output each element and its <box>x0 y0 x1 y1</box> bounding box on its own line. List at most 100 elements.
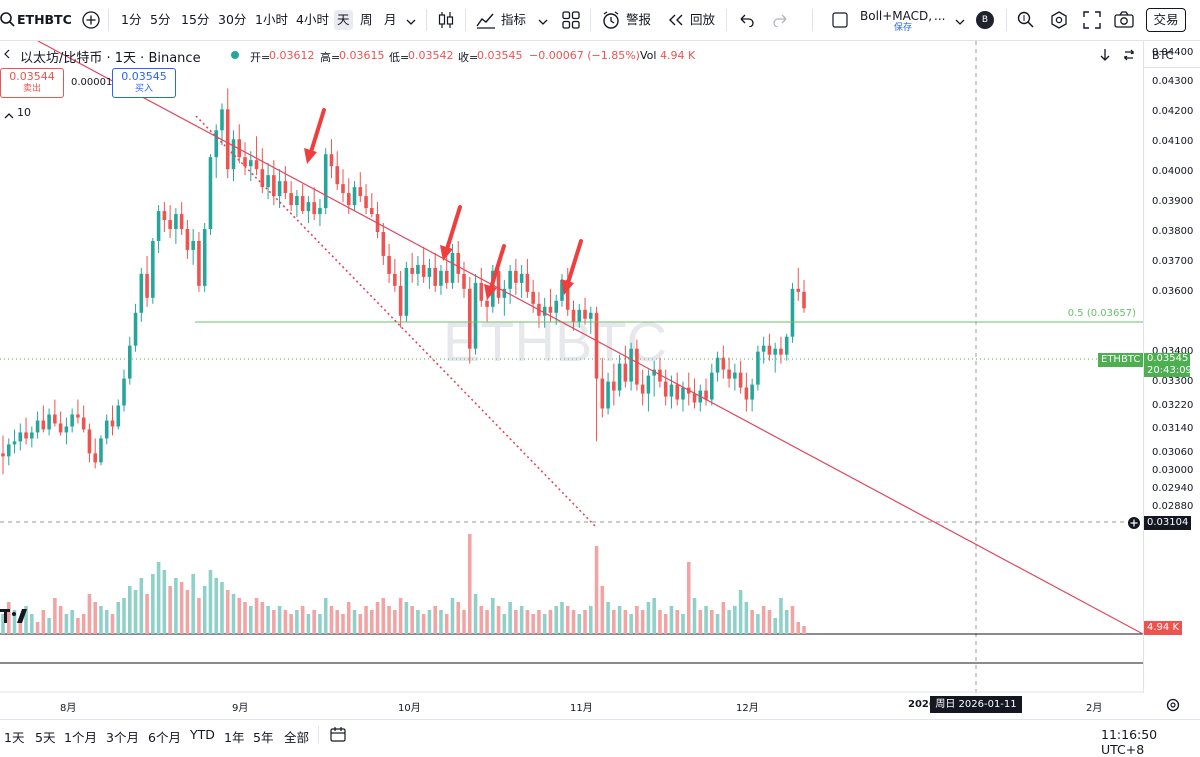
candle-body <box>433 267 437 286</box>
volume-bar <box>802 626 806 634</box>
volume-bar <box>404 602 409 634</box>
candle-body <box>542 306 547 316</box>
indicator-template-more[interactable]: ... <box>934 9 946 23</box>
interval-1mo[interactable]: 月 <box>384 12 397 27</box>
price-tick: 0.04300 <box>1152 76 1194 88</box>
chevron-down-icon[interactable] <box>955 15 965 29</box>
volume-bar <box>531 614 535 634</box>
volume-bar <box>398 598 403 634</box>
volume-bar <box>652 598 656 634</box>
open-value: 0.03612 <box>269 49 315 62</box>
volume-indicator-value[interactable]: 10 <box>17 106 31 119</box>
alarm-clock-icon[interactable] <box>601 10 621 33</box>
interval-1h[interactable]: 1小时 <box>255 12 288 27</box>
range-1y[interactable]: 1年 <box>224 730 245 745</box>
volume-bar <box>502 614 507 634</box>
range-1d[interactable]: 1天 <box>4 730 25 745</box>
candle-body <box>710 372 714 400</box>
settings-gear-icon[interactable] <box>1050 11 1068 32</box>
candle-body <box>237 139 242 158</box>
layout-grid-icon[interactable] <box>562 11 580 32</box>
volume-bar <box>715 614 720 634</box>
candle-body <box>548 306 553 313</box>
candle-body <box>393 273 397 286</box>
candle-body <box>485 300 489 307</box>
fullscreen-icon[interactable] <box>1083 11 1101 32</box>
replay-button[interactable]: 回放 <box>690 12 716 27</box>
range-6m[interactable]: 6个月 <box>148 730 181 745</box>
price-tick: 0.03300 <box>1152 375 1194 387</box>
candle-body <box>231 139 236 170</box>
symbol-name[interactable]: ETHBTC <box>17 12 72 27</box>
calendar-range-icon[interactable] <box>330 726 346 745</box>
range-5y[interactable]: 5年 <box>253 730 274 745</box>
volume-bar <box>542 614 547 634</box>
download-arrow-icon[interactable] <box>1099 48 1111 65</box>
alert-button[interactable]: 警报 <box>626 12 652 27</box>
checkbox-icon[interactable] <box>832 12 848 31</box>
range-ytd[interactable]: YTD <box>190 727 215 742</box>
range-all[interactable]: 全部 <box>284 730 310 745</box>
candle-body <box>139 273 144 313</box>
volume-bar <box>658 610 662 634</box>
volume-bar <box>289 614 293 634</box>
volume-bar <box>329 606 334 634</box>
candle-body <box>289 193 293 206</box>
chevron-down-icon[interactable] <box>406 15 416 29</box>
volume-bar <box>220 582 224 634</box>
clock[interactable]: 11:16:50 UTC+8 <box>1101 727 1158 757</box>
interval-1d[interactable]: 天 <box>334 10 353 30</box>
candlestick-type-icon[interactable] <box>437 10 455 33</box>
rewind-icon[interactable] <box>668 14 684 29</box>
price-tick: 0.02940 <box>1152 483 1194 495</box>
interval-15m[interactable]: 15分 <box>181 12 210 27</box>
refresh-icon[interactable] <box>1122 48 1136 65</box>
range-5d[interactable]: 5天 <box>35 730 56 745</box>
interval-4h[interactable]: 4小时 <box>296 12 329 27</box>
interval-1w[interactable]: 周 <box>360 12 373 27</box>
chevron-down-icon[interactable] <box>538 15 548 29</box>
volume-bar <box>450 598 455 634</box>
volume-bar <box>174 578 178 634</box>
volume-bar <box>249 606 253 634</box>
buy-button[interactable]: 0.03545 买入 <box>112 68 176 98</box>
interval-1m[interactable]: 1分 <box>121 12 142 27</box>
indicators-button[interactable]: 指标 <box>501 12 527 27</box>
sell-button[interactable]: 0.03544 卖出 <box>0 68 64 98</box>
descending-trendline <box>37 41 1143 635</box>
range-3m[interactable]: 3个月 <box>106 730 139 745</box>
settings-gear-icon[interactable] <box>1166 698 1180 715</box>
range-1m[interactable]: 1个月 <box>64 730 97 745</box>
chevron-up-icon[interactable] <box>4 109 14 123</box>
trade-button[interactable]: 交易 <box>1146 8 1186 32</box>
collapse-arrow-icon[interactable] <box>2 48 12 62</box>
redo-icon[interactable] <box>772 13 788 30</box>
search-icon[interactable] <box>0 11 16 32</box>
axis-currency[interactable]: BTC <box>1152 49 1174 62</box>
magnifier-icon[interactable] <box>1017 11 1035 32</box>
price-axis[interactable]: BTC 0.04400 0.04300 0.04200 0.04100 0.04000 0… <box>1098 41 1200 712</box>
indicator-template-title[interactable]: Boll+MACD, <box>860 9 933 23</box>
volume-bar <box>577 614 582 634</box>
high-label: 高= <box>320 51 341 64</box>
time-label-oct: 10月 <box>398 703 421 714</box>
volume-bar <box>473 594 478 634</box>
undo-icon[interactable] <box>739 13 755 30</box>
user-avatar[interactable]: B <box>976 11 994 29</box>
camera-icon[interactable] <box>1114 11 1134 32</box>
symbol-description[interactable]: 以太坊/比特币 · 1天 · Binance <box>20 51 201 66</box>
volume-bar <box>508 602 512 634</box>
volume-bar <box>323 598 328 634</box>
price-chart[interactable]: ETHBTC 0.5 (0.03657) <box>0 41 1143 693</box>
candle-body <box>514 270 518 283</box>
candle-body <box>583 309 587 319</box>
candle-body <box>531 291 535 304</box>
chart-pane[interactable]: ETHBTC 0.5 (0.03657) 以太坊/比特币 · 1天 · Bina… <box>0 41 1143 693</box>
interval-30m[interactable]: 30分 <box>218 12 247 27</box>
indicators-icon[interactable] <box>476 11 496 32</box>
volume-bar <box>110 614 115 634</box>
interval-5m[interactable]: 5分 <box>150 12 171 27</box>
candle-body <box>197 240 201 286</box>
plus-circle-icon[interactable] <box>1127 516 1141 533</box>
add-symbol-icon[interactable] <box>82 11 100 32</box>
